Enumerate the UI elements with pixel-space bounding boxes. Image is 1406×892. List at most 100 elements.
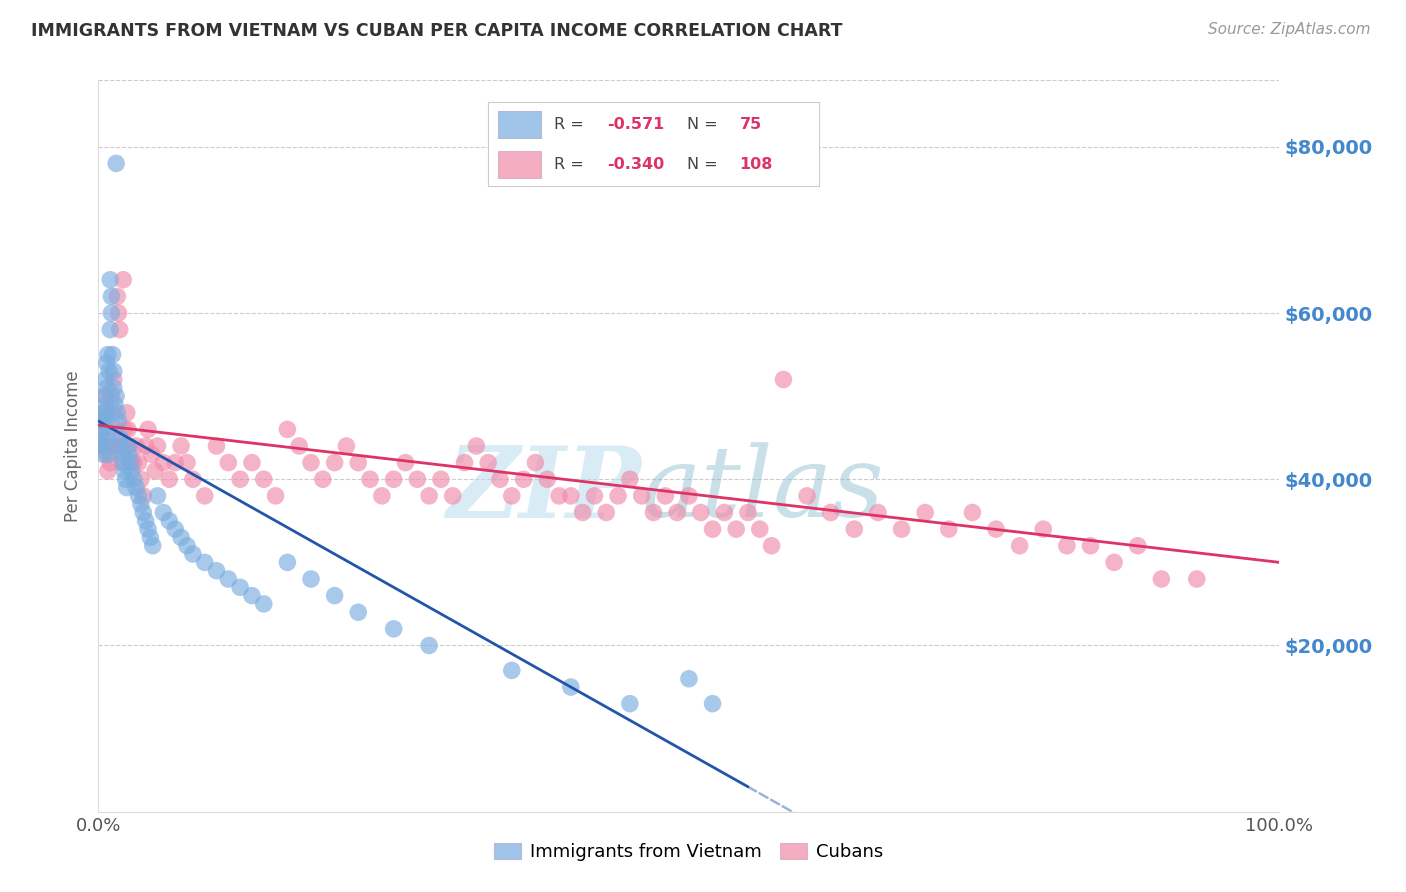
Point (98, 439, 121, 453)
Point (91, 422, 114, 436)
Legend: Immigrants from Vietnam, Cubans: Immigrants from Vietnam, Cubans (486, 836, 891, 869)
Point (264, 489, 287, 503)
Point (98, 273, 121, 287)
Point (103, 372, 125, 386)
Point (217, 572, 239, 586)
Point (181, 472, 204, 486)
Point (114, 472, 136, 486)
Point (139, 530, 162, 544)
Point (217, 456, 239, 470)
Point (465, 439, 488, 453)
Point (371, 489, 394, 503)
Point (299, 456, 322, 470)
Point (844, 522, 866, 536)
Point (146, 439, 169, 453)
Point (105, 156, 128, 170)
Point (101, 347, 124, 362)
Point (678, 672, 700, 686)
Point (121, 464, 143, 478)
Point (890, 522, 912, 536)
Point (418, 639, 440, 653)
Point (93, 439, 115, 453)
Point (120, 456, 142, 470)
Point (1126, 539, 1149, 553)
Point (135, 514, 157, 528)
Point (146, 489, 169, 503)
Point (135, 439, 157, 453)
Point (512, 472, 534, 486)
Point (93, 406, 115, 420)
Point (176, 456, 198, 470)
Point (501, 489, 523, 503)
Point (866, 506, 889, 520)
Point (607, 489, 630, 503)
Point (91, 431, 114, 445)
Point (98, 456, 121, 470)
Point (96, 447, 118, 461)
Point (104, 422, 127, 436)
Point (96, 381, 118, 395)
Point (165, 522, 187, 536)
Point (560, 680, 582, 694)
Point (108, 431, 131, 445)
Point (112, 273, 135, 287)
Point (382, 472, 405, 486)
Point (91, 406, 114, 420)
Point (101, 406, 124, 420)
Point (240, 456, 263, 470)
Point (121, 456, 143, 470)
Point (112, 422, 135, 436)
Point (1185, 572, 1208, 586)
Point (1056, 539, 1078, 553)
Point (165, 456, 187, 470)
Point (643, 506, 665, 520)
Point (117, 439, 139, 453)
Point (583, 489, 606, 503)
Point (100, 389, 122, 403)
Point (962, 506, 984, 520)
Point (441, 489, 464, 503)
Point (105, 389, 128, 403)
Point (136, 422, 159, 436)
Text: IMMIGRANTS FROM VIETNAM VS CUBAN PER CAPITA INCOME CORRELATION CHART: IMMIGRANTS FROM VIETNAM VS CUBAN PER CAP… (31, 22, 842, 40)
Point (125, 481, 148, 495)
Point (142, 539, 165, 553)
Point (105, 439, 128, 453)
Point (796, 489, 818, 503)
Point (91, 439, 114, 453)
Point (122, 472, 145, 486)
Point (115, 406, 138, 420)
Point (170, 530, 193, 544)
Point (91, 439, 114, 453)
Point (97, 431, 120, 445)
Point (276, 555, 298, 569)
Point (132, 489, 155, 503)
Point (1080, 539, 1102, 553)
Point (299, 572, 322, 586)
Point (382, 622, 405, 636)
Point (938, 522, 960, 536)
Point (619, 697, 641, 711)
Point (181, 547, 204, 561)
Point (141, 447, 163, 461)
Point (117, 422, 139, 436)
Point (94, 389, 117, 403)
Point (111, 456, 134, 470)
Point (100, 289, 122, 303)
Point (536, 472, 558, 486)
Point (1150, 572, 1173, 586)
Point (1008, 539, 1031, 553)
Point (205, 439, 228, 453)
Point (914, 506, 936, 520)
Point (595, 506, 617, 520)
Point (157, 514, 180, 528)
Point (288, 439, 311, 453)
Point (91, 447, 114, 461)
Y-axis label: Per Capita Income: Per Capita Income (65, 370, 83, 522)
Point (170, 439, 193, 453)
Point (323, 589, 346, 603)
Point (984, 522, 1007, 536)
Point (111, 447, 134, 461)
Point (253, 597, 276, 611)
Point (97, 464, 120, 478)
